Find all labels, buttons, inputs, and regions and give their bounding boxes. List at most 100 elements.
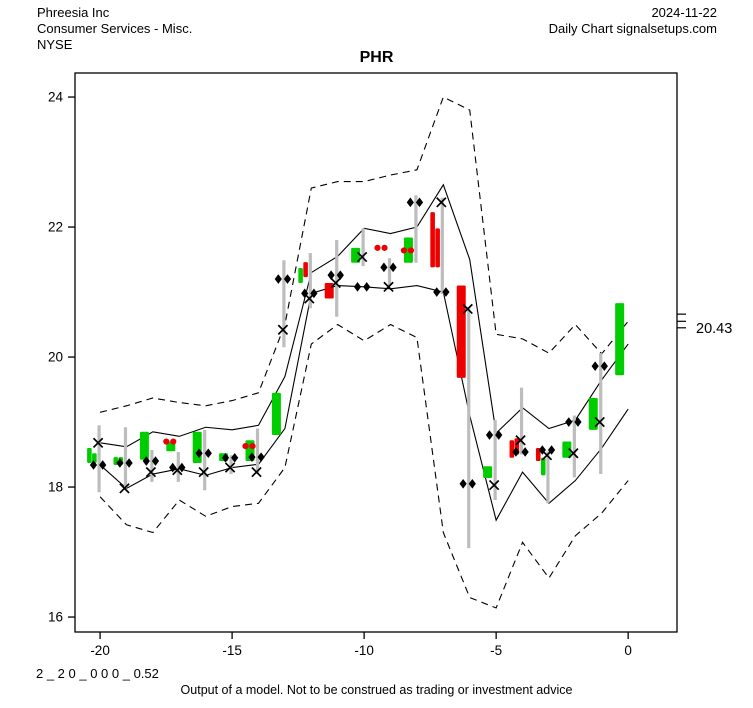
diamond-marker (389, 262, 397, 273)
signal-dot (407, 247, 415, 254)
candle-up (562, 441, 572, 458)
diamond-marker (574, 417, 582, 427)
diamond-marker (248, 452, 256, 462)
diamond-marker (89, 460, 98, 470)
forecast-range-lines (97, 195, 603, 549)
diamond-marker (169, 462, 177, 473)
model-markers (89, 197, 608, 494)
candle-down (456, 285, 466, 378)
signal-dot (249, 443, 256, 450)
y-tick-label: 16 (48, 610, 63, 625)
candle-up (298, 268, 303, 283)
diamond-marker (468, 479, 476, 489)
candle-up (588, 398, 598, 430)
diamond-marker (459, 479, 467, 489)
candle-up (483, 466, 493, 478)
x-tick-label: -10 (354, 643, 374, 658)
x-tick-label: -5 (490, 643, 502, 658)
candle-down (430, 212, 435, 268)
y-tick-label: 24 (48, 90, 64, 105)
diamond-marker (327, 270, 335, 280)
diamond-marker (257, 452, 265, 462)
axes: -20 -15 -10 -5 0 16 18 20 22 24 20.43 (48, 72, 732, 658)
candle-up (139, 431, 149, 460)
diamond-marker (406, 197, 414, 208)
x-marker (594, 416, 605, 428)
diamond-marker (353, 282, 362, 292)
diamond-marker (151, 456, 160, 466)
diamond-marker (485, 430, 494, 440)
signal-dot (400, 247, 408, 254)
diamond-marker (310, 288, 318, 299)
diamond-marker (415, 197, 424, 208)
plot-border (74, 72, 678, 633)
x-marker (224, 462, 236, 473)
candle-up (192, 431, 202, 463)
diamond-marker (99, 460, 107, 470)
candle-up (540, 457, 546, 476)
diamond-marker (142, 456, 150, 466)
diamond-marker (521, 447, 529, 457)
upper-dashed-band (99, 96, 629, 413)
x-marker (145, 466, 157, 478)
x-tick-label: -20 (90, 643, 110, 658)
diamond-marker (565, 417, 573, 427)
diamond-marker (538, 445, 546, 455)
x-marker (277, 324, 289, 335)
x-tick-label: 0 (624, 643, 632, 658)
signal-dot (374, 244, 381, 251)
diamond-marker (274, 274, 282, 284)
diamond-marker (442, 287, 450, 297)
candle-up (271, 392, 281, 436)
diamond-marker (125, 458, 133, 468)
diamond-marker (512, 447, 520, 457)
x-tick-label: -15 (222, 643, 242, 658)
diamond-marker (301, 288, 309, 299)
diamond-marker (336, 270, 344, 280)
candle-up (351, 247, 361, 263)
diamond-marker (221, 453, 230, 463)
sector-label: Consumer Services - Misc. (37, 21, 193, 36)
x-marker (383, 281, 394, 293)
x-marker (92, 437, 104, 449)
chart-type-label: Daily Chart signalsetups.com (548, 21, 717, 36)
x-marker (198, 466, 209, 478)
x-marker (515, 435, 526, 446)
candle-down (303, 262, 308, 278)
diamond-marker (591, 361, 599, 371)
exchange-label: NYSE (37, 37, 73, 52)
diamond-marker (363, 282, 371, 292)
x-marker (119, 483, 130, 494)
candle-down (535, 448, 541, 462)
x-marker (251, 466, 262, 478)
x-marker (356, 251, 368, 263)
x-marker (304, 293, 315, 304)
signal-dot (163, 438, 170, 445)
signal-dot (242, 443, 249, 450)
diamond-marker (495, 430, 503, 440)
diamond-marker (204, 448, 212, 459)
diamond-marker (178, 462, 186, 473)
y-tick-label: 20 (48, 350, 63, 365)
diamond-marker (380, 262, 388, 273)
diamond-marker (195, 448, 203, 459)
x-marker (462, 303, 473, 315)
candle-down (509, 440, 515, 458)
y-tick-label: 18 (48, 480, 63, 495)
disclaimer-text: Output of a model. Not to be construed a… (180, 683, 573, 697)
x-marker (172, 464, 183, 476)
company-name: Phreesia Inc (37, 5, 110, 20)
ticker-title: PHR (359, 49, 394, 66)
x-marker (436, 197, 447, 208)
forecast-bands (99, 96, 629, 609)
y-tick-label: 22 (48, 220, 63, 235)
x-marker (568, 448, 579, 459)
upper-solid-band (100, 183, 629, 448)
diamond-marker (231, 453, 239, 463)
diamond-marker (600, 361, 608, 371)
x-marker (330, 277, 341, 289)
diamond-marker (433, 287, 441, 297)
model-code: 2 _ 2 0 _ 0 0 0 _ 0.52 (36, 666, 159, 681)
